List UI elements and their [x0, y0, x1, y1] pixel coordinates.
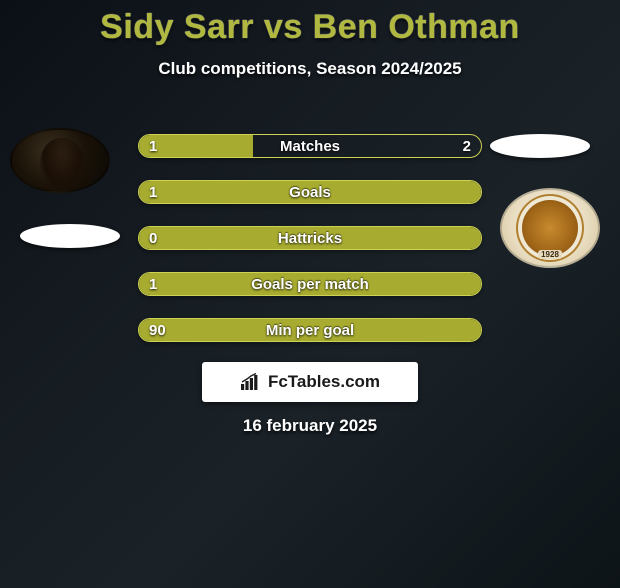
brand-text: FcTables.com: [268, 372, 380, 392]
stat-row-min-per-goal: 90 Min per goal: [138, 318, 482, 342]
stat-fill-left: [139, 227, 481, 249]
stat-fill-left: [139, 181, 481, 203]
comparison-subtitle: Club competitions, Season 2024/2025: [0, 59, 620, 79]
stat-value-right: 2: [453, 135, 481, 157]
club-badge-icon: [522, 200, 578, 256]
player-right-avatar-slot: [490, 134, 590, 158]
stat-value-left: 1: [139, 135, 167, 157]
stat-value-right: [461, 319, 481, 341]
stat-value-left: 1: [139, 273, 167, 295]
stat-row-hattricks: 0 Hattricks: [138, 226, 482, 250]
stat-value-left: 90: [139, 319, 176, 341]
player-left-avatar: [10, 128, 110, 193]
comparison-title: Sidy Sarr vs Ben Othman: [0, 8, 620, 47]
bar-chart-icon: [240, 373, 262, 391]
stat-row-goals: 1 Goals: [138, 180, 482, 204]
stat-value-left: 0: [139, 227, 167, 249]
stat-bars: 1 Matches 2 1 Goals 0 Hattricks 1 Goals …: [138, 134, 482, 364]
player-left-club-slot: [20, 224, 120, 248]
stat-row-matches: 1 Matches 2: [138, 134, 482, 158]
stat-value-right: [461, 273, 481, 295]
stat-fill-left: [139, 319, 481, 341]
stat-value-right: [461, 227, 481, 249]
brand-attribution: FcTables.com: [202, 362, 418, 402]
player-right-club-badge: [500, 188, 600, 268]
stat-value-left: 1: [139, 181, 167, 203]
stat-value-right: [461, 181, 481, 203]
generation-date: 16 february 2025: [0, 416, 620, 436]
stat-fill-left: [139, 273, 481, 295]
stat-row-goals-per-match: 1 Goals per match: [138, 272, 482, 296]
